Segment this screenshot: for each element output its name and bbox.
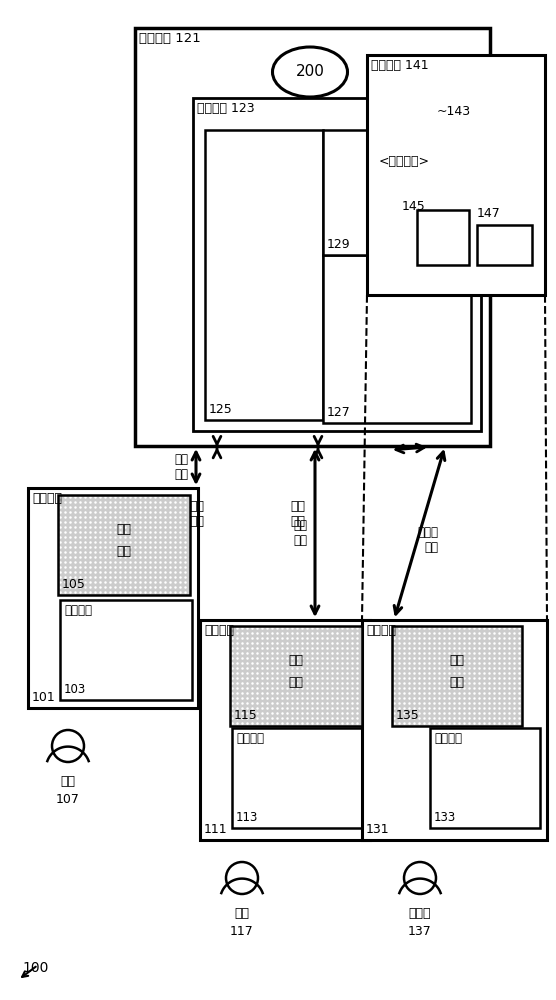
Text: 服務應用: 服務應用 <box>64 604 92 617</box>
Text: 115: 115 <box>234 709 258 722</box>
Text: 用戶: 用戶 <box>449 654 464 667</box>
Text: 用戶: 用戶 <box>61 775 76 788</box>
Bar <box>367 55 545 295</box>
Text: 145: 145 <box>402 200 426 213</box>
Text: 107: 107 <box>56 793 80 806</box>
Bar <box>200 620 370 840</box>
Text: 133: 133 <box>434 811 456 824</box>
Text: 服務
通信: 服務 通信 <box>189 500 204 528</box>
Text: 131: 131 <box>366 823 390 836</box>
Text: 服務應用: 服務應用 <box>434 732 462 745</box>
Text: 117: 117 <box>230 925 254 938</box>
Text: 用戶: 用戶 <box>235 907 250 920</box>
Bar <box>323 255 471 423</box>
Text: 管理員
通信: 管理員 通信 <box>417 526 438 554</box>
Bar <box>323 130 471 255</box>
Text: <升級可用>: <升級可用> <box>379 155 430 168</box>
Text: 129: 129 <box>327 238 351 251</box>
Text: 200: 200 <box>296 64 325 80</box>
Text: 135: 135 <box>396 709 420 722</box>
Text: 服務
通信: 服務 通信 <box>290 500 305 528</box>
Text: 125: 125 <box>209 403 233 416</box>
Circle shape <box>404 862 436 894</box>
Text: 管理員: 管理員 <box>409 907 431 920</box>
Bar <box>417 210 469 265</box>
Text: 服務平台 121: 服務平台 121 <box>139 32 201 45</box>
Text: 137: 137 <box>408 925 432 938</box>
Bar <box>60 600 192 700</box>
Bar <box>232 728 364 828</box>
Text: 111: 111 <box>204 823 227 836</box>
Bar <box>230 626 362 726</box>
Text: 用戶: 用戶 <box>117 523 132 536</box>
Text: 113: 113 <box>236 811 259 824</box>
Bar <box>430 728 540 828</box>
Bar <box>362 620 547 840</box>
Text: 管理端口 141: 管理端口 141 <box>371 59 429 72</box>
Text: ~143: ~143 <box>437 105 471 118</box>
Bar <box>230 626 362 726</box>
Bar <box>392 626 522 726</box>
Bar <box>58 495 190 595</box>
Text: 接口: 接口 <box>449 676 464 689</box>
Bar <box>477 225 532 265</box>
Text: 應用平台: 應用平台 <box>32 492 62 505</box>
Text: 105: 105 <box>62 578 86 591</box>
Bar <box>205 130 323 420</box>
Text: 服務應用: 服務應用 <box>236 732 264 745</box>
Bar <box>193 98 481 431</box>
Circle shape <box>226 862 258 894</box>
Bar <box>28 488 198 708</box>
Text: 147: 147 <box>477 207 501 220</box>
Text: 接口: 接口 <box>117 545 132 558</box>
Text: 軟件服務 123: 軟件服務 123 <box>197 102 255 115</box>
Text: 用戶: 用戶 <box>289 654 304 667</box>
Text: 服務
通信: 服務 通信 <box>174 453 188 481</box>
Text: 100: 100 <box>22 961 48 975</box>
Circle shape <box>52 730 84 762</box>
Text: 服務
通信: 服務 通信 <box>293 519 307 547</box>
Bar <box>58 495 190 595</box>
Text: 應用平台: 應用平台 <box>204 624 234 637</box>
Text: 103: 103 <box>64 683 86 696</box>
Bar <box>135 28 490 446</box>
Ellipse shape <box>272 47 348 97</box>
Text: 101: 101 <box>32 691 56 704</box>
Text: 應用平台: 應用平台 <box>366 624 396 637</box>
Text: 127: 127 <box>327 406 351 419</box>
Text: 接口: 接口 <box>289 676 304 689</box>
Bar <box>392 626 522 726</box>
